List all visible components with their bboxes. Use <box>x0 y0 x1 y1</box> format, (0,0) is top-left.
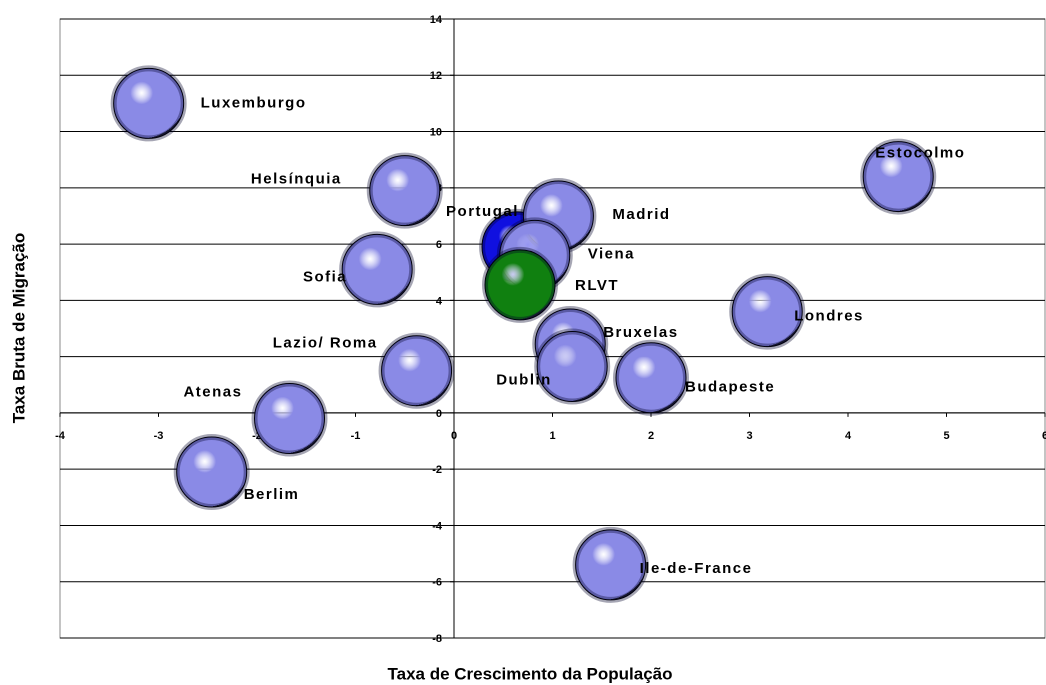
bubble <box>615 342 687 414</box>
point-label: Luxemburgo <box>201 94 307 111</box>
point-label: Bruxelas <box>603 324 678 341</box>
bubble-shade <box>251 380 328 457</box>
bubble <box>536 330 608 402</box>
bubble-shade <box>366 152 443 229</box>
bubble <box>341 233 413 305</box>
point-label: Atenas <box>183 384 242 401</box>
x-tick-label: -1 <box>351 430 361 442</box>
bubble <box>484 249 556 321</box>
x-axis-label: Taxa de Crescimento da População <box>388 664 673 683</box>
bubble-shade <box>339 231 416 308</box>
bubble-shade <box>534 328 611 405</box>
y-tick-label: -2 <box>432 464 442 476</box>
point-label: Estocolmo <box>875 145 965 162</box>
x-tick-label: 6 <box>1042 430 1046 442</box>
bubble <box>862 141 934 213</box>
bubble <box>254 383 326 455</box>
y-tick-label: 0 <box>436 408 442 420</box>
point-label: Helsínquia <box>251 171 342 188</box>
point-label: Londres <box>794 308 864 325</box>
x-tick-label: -3 <box>154 430 164 442</box>
point-label: Lazio/ Roma <box>273 335 378 352</box>
point-label: Budapeste <box>685 379 775 396</box>
bubble <box>176 436 248 508</box>
bubble <box>575 529 647 601</box>
bubble-shade <box>729 273 806 350</box>
point-label: Berlim <box>244 486 300 503</box>
point-label: RLVT <box>575 277 619 294</box>
bubble <box>731 276 803 348</box>
bubble-shade <box>481 246 558 323</box>
x-tick-label: 5 <box>943 430 949 442</box>
x-tick-label: 2 <box>648 430 654 442</box>
y-tick-label: 10 <box>430 126 442 138</box>
x-tick-label: -4 <box>55 430 66 442</box>
point-label: Sofia <box>303 268 347 285</box>
y-axis-label: Taxa Bruta de Migração <box>9 233 28 424</box>
bubble-shade <box>110 65 187 142</box>
y-tick-label: 6 <box>436 239 442 251</box>
point-label: Madrid <box>612 206 670 223</box>
point-label: Dublin <box>496 371 552 388</box>
y-tick-label: -8 <box>432 633 442 645</box>
point-label: Ile-de-France <box>640 560 753 577</box>
x-tick-label: 1 <box>549 430 555 442</box>
x-tick-label: 0 <box>451 430 457 442</box>
bubble <box>113 67 185 139</box>
bubble-shade <box>173 433 250 510</box>
bubble-shade <box>572 526 649 603</box>
bubble <box>381 335 453 407</box>
y-tick-label: -4 <box>432 520 443 532</box>
bubble-shade <box>613 339 689 416</box>
y-tick-label: -6 <box>432 577 442 589</box>
point-label: Portugal <box>446 203 519 220</box>
point-label: Viena <box>588 245 635 262</box>
y-tick-label: 14 <box>430 14 443 26</box>
x-tick-label: -2 <box>252 430 262 442</box>
bubble-shade <box>860 138 937 215</box>
bubble <box>369 155 441 227</box>
x-tick-label: 4 <box>845 430 852 442</box>
y-tick-label: 12 <box>430 70 442 82</box>
x-tick-label: 3 <box>746 430 752 442</box>
bubble-shade <box>378 332 455 409</box>
y-tick-label: 4 <box>436 295 443 307</box>
